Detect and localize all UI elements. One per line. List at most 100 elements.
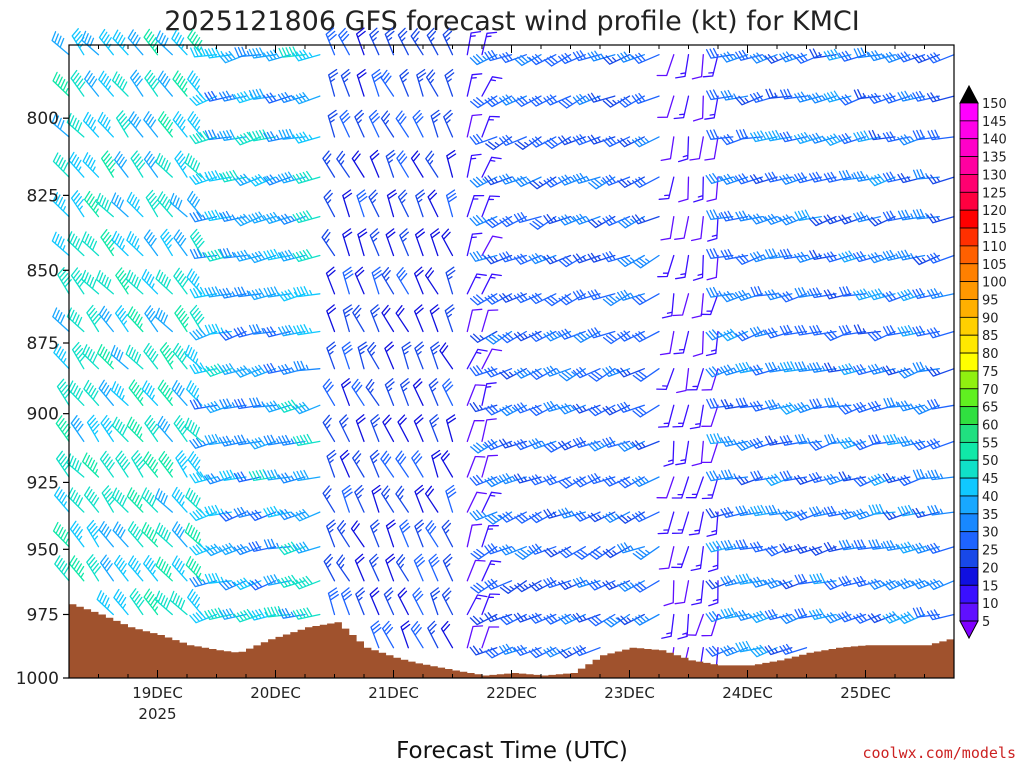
wind-barb bbox=[321, 229, 336, 257]
wind-barb bbox=[735, 475, 763, 486]
wind-barb bbox=[485, 136, 513, 151]
wind-barb bbox=[705, 508, 734, 519]
wind-barb bbox=[617, 542, 645, 554]
wind-barb bbox=[484, 647, 513, 659]
wind-barb bbox=[293, 286, 321, 298]
wind-barb bbox=[602, 293, 631, 307]
colorbar-swatch bbox=[959, 174, 979, 193]
plot-area bbox=[51, 27, 955, 679]
wind-barb bbox=[395, 450, 409, 478]
wind-barb bbox=[233, 471, 262, 483]
wind-barb bbox=[867, 92, 896, 104]
wind-barb bbox=[189, 576, 218, 588]
wind-barb bbox=[658, 176, 675, 200]
x-axis: 19DEC 2025 20DEC 21DEC 22DEC 23DEC 24DEC 25DEC bbox=[98, 45, 925, 723]
wind-barb bbox=[808, 439, 837, 451]
wind-barb bbox=[339, 449, 350, 478]
wind-barb bbox=[779, 324, 808, 336]
wind-barb bbox=[127, 29, 144, 56]
wind-barb bbox=[927, 398, 955, 410]
colorbar-label: 125 bbox=[982, 186, 1007, 201]
wind-barb bbox=[558, 647, 586, 659]
wind-barb bbox=[171, 486, 188, 513]
wind-barb bbox=[141, 487, 159, 513]
wind-barb bbox=[248, 608, 277, 621]
wind-barb bbox=[172, 111, 188, 138]
wind-barb bbox=[157, 191, 173, 218]
wind-barb bbox=[469, 645, 498, 656]
wind-barb bbox=[466, 594, 488, 616]
wind-barb bbox=[430, 228, 441, 257]
wind-barb bbox=[484, 293, 513, 305]
wind-barb bbox=[926, 174, 955, 185]
wind-barb bbox=[882, 291, 911, 303]
wind-barb bbox=[912, 254, 940, 266]
wind-barb bbox=[67, 487, 85, 513]
wind-barb bbox=[466, 419, 485, 443]
wind-barb bbox=[322, 414, 336, 443]
wind-barb bbox=[100, 229, 116, 257]
wind-barb bbox=[371, 68, 383, 97]
colorbar-label: 85 bbox=[982, 329, 999, 344]
wind-barb bbox=[322, 378, 336, 406]
colorbar-label: 100 bbox=[982, 276, 1007, 291]
y-tick-label: 875 bbox=[27, 334, 59, 354]
wind-barb bbox=[631, 440, 660, 451]
wind-barb bbox=[572, 213, 601, 225]
wind-barb bbox=[111, 192, 129, 218]
colorbar-label: 80 bbox=[982, 347, 999, 362]
wind-barb bbox=[794, 402, 822, 414]
wind-barb bbox=[415, 189, 426, 218]
wind-barb bbox=[218, 579, 247, 591]
wind-barb bbox=[204, 129, 232, 141]
wind-barb bbox=[413, 553, 425, 582]
wind-barb bbox=[277, 249, 306, 262]
wind-barb bbox=[154, 488, 173, 513]
wind-barb bbox=[277, 171, 306, 184]
wind-barb bbox=[927, 469, 955, 481]
wind-barb bbox=[128, 379, 144, 406]
colorbar-label: 5 bbox=[982, 615, 990, 630]
x-axis-label: Forecast Time (UTC) bbox=[396, 738, 628, 764]
wind-barb bbox=[779, 509, 808, 522]
wind-barb bbox=[397, 414, 409, 443]
wind-barb bbox=[466, 153, 482, 178]
wind-barb bbox=[808, 92, 837, 104]
wind-barb bbox=[171, 521, 188, 548]
wind-barb bbox=[617, 580, 645, 592]
wind-barb bbox=[528, 253, 557, 265]
wind-barb bbox=[912, 208, 940, 220]
wind-barb bbox=[481, 309, 499, 333]
wind-barb bbox=[263, 574, 291, 586]
wind-barb bbox=[443, 109, 454, 138]
wind-barb bbox=[86, 304, 101, 333]
wind-barb bbox=[558, 174, 586, 186]
colorbar-swatch bbox=[959, 227, 979, 247]
wind-barb bbox=[248, 364, 277, 378]
wind-barb bbox=[126, 416, 144, 443]
wind-barb bbox=[143, 555, 159, 582]
wind-barb bbox=[292, 575, 321, 590]
wind-barb bbox=[528, 438, 557, 450]
wind-barb bbox=[218, 329, 247, 341]
wind-barb bbox=[293, 324, 321, 336]
wind-barb bbox=[466, 113, 483, 138]
wind-barb bbox=[883, 397, 911, 409]
wind-barb bbox=[339, 109, 351, 138]
wind-barb bbox=[779, 248, 808, 260]
wind-barb bbox=[749, 213, 778, 225]
wind-barb bbox=[823, 473, 852, 486]
colorbar-swatch bbox=[959, 495, 979, 515]
colorbar-label: 50 bbox=[982, 454, 999, 469]
wind-barb bbox=[481, 76, 503, 97]
wind-barb bbox=[441, 519, 454, 548]
wind-barb bbox=[632, 580, 660, 593]
wind-barb bbox=[631, 475, 660, 488]
wind-barb bbox=[469, 330, 498, 343]
colorbar-label: 95 bbox=[982, 293, 999, 308]
wind-barbs bbox=[51, 27, 955, 673]
wind-barb bbox=[355, 587, 365, 616]
wind-barb bbox=[263, 362, 291, 374]
wind-barb bbox=[484, 439, 513, 451]
wind-barb bbox=[481, 273, 502, 295]
